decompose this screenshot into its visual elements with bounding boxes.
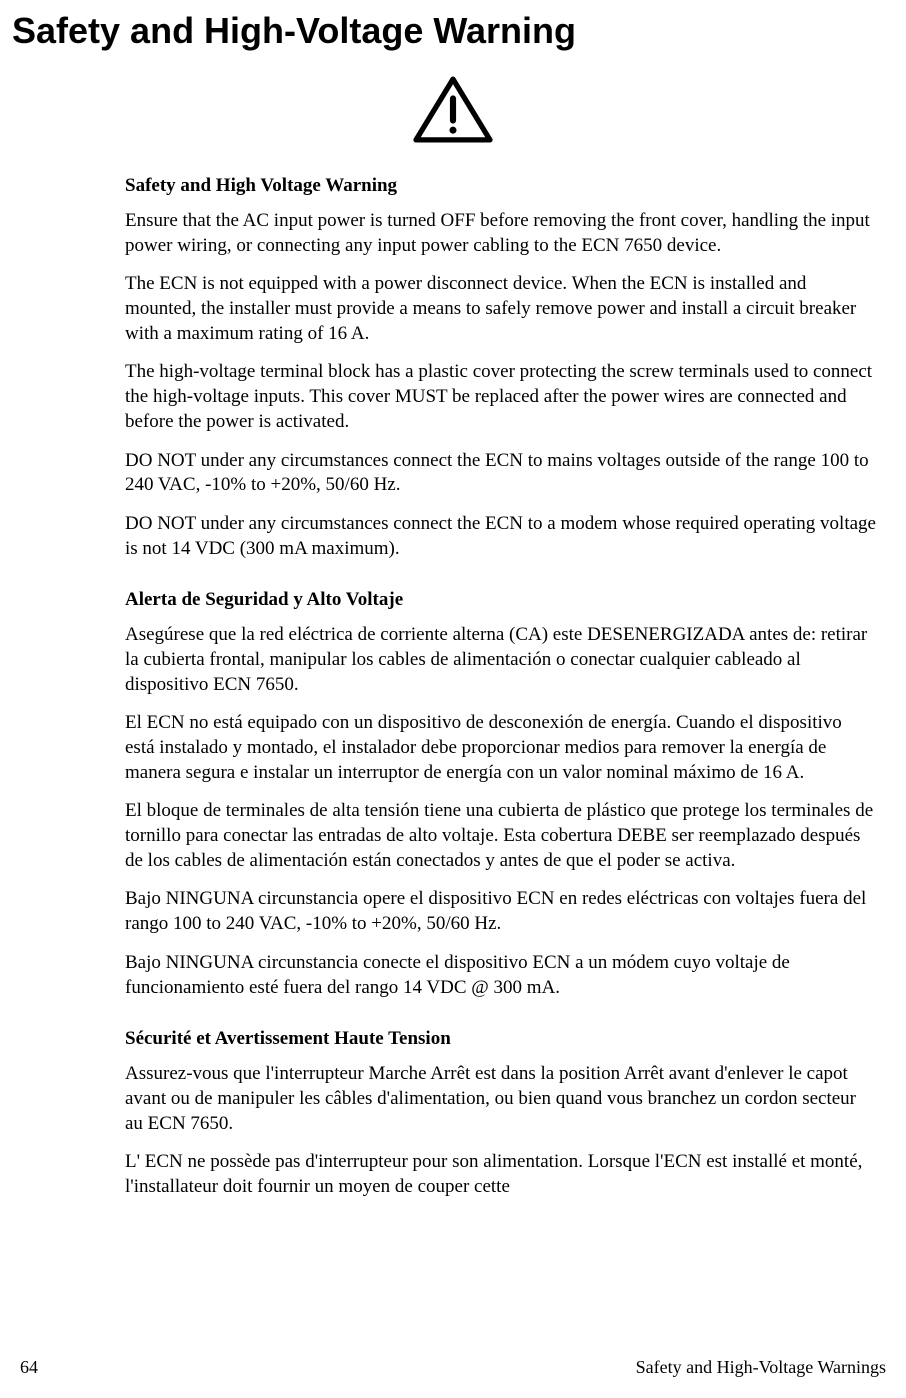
body-paragraph: L' ECN ne possède pas d'interrupteur pou…	[125, 1150, 876, 1199]
section-heading-english: Safety and High Voltage Warning	[125, 175, 876, 197]
body-paragraph: The high-voltage terminal block has a pl…	[125, 360, 876, 434]
body-paragraph: The ECN is not equipped with a power dis…	[125, 272, 876, 346]
body-paragraph: El ECN no está equipado con un dispositi…	[125, 711, 876, 785]
page-title: Safety and High-Voltage Warning	[12, 10, 886, 52]
document-body: Safety and High Voltage Warning Ensure t…	[125, 175, 876, 1200]
body-paragraph: Ensure that the AC input power is turned…	[125, 209, 876, 258]
body-paragraph: Bajo NINGUNA circunstancia conecte el di…	[125, 951, 876, 1000]
body-paragraph: El bloque de terminales de alta tensión …	[125, 799, 876, 873]
body-paragraph: DO NOT under any circumstances connect t…	[125, 512, 876, 561]
section-heading-french: Sécurité et Avertissement Haute Tension	[125, 1028, 876, 1050]
body-paragraph: DO NOT under any circumstances connect t…	[125, 449, 876, 498]
page-number: 64	[20, 1357, 38, 1378]
body-paragraph: Asegúrese que la red eléctrica de corrie…	[125, 623, 876, 697]
section-heading-spanish: Alerta de Seguridad y Alto Voltaje	[125, 589, 876, 611]
body-paragraph: Assurez-vous que l'interrupteur Marche A…	[125, 1062, 876, 1136]
body-paragraph: Bajo NINGUNA circunstancia opere el disp…	[125, 887, 876, 936]
page-footer: 64 Safety and High-Voltage Warnings	[20, 1357, 886, 1378]
footer-text: Safety and High-Voltage Warnings	[636, 1357, 886, 1378]
warning-triangle-icon	[20, 72, 886, 147]
